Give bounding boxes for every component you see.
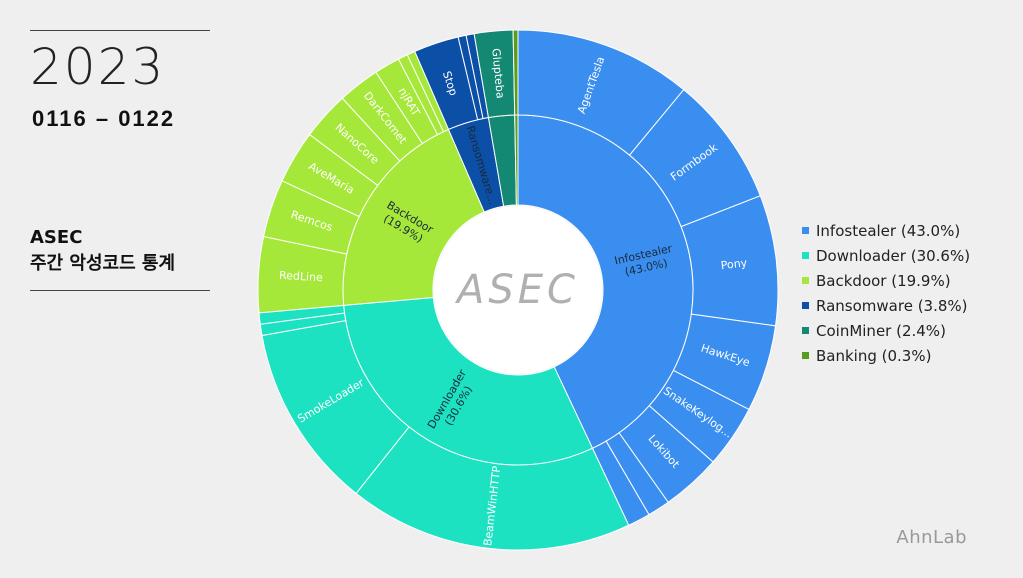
center-hole: [434, 206, 602, 374]
legend-label: CoinMiner (2.4%): [816, 321, 946, 340]
asec-center-logo: ASEC: [454, 267, 579, 313]
outer-label-glupteba: Glupteba: [489, 48, 507, 99]
legend-label: Infostealer (43.0%): [816, 221, 961, 240]
legend-item-infostealer: Infostealer (43.0%): [802, 218, 970, 243]
legend-label: Banking (0.3%): [816, 346, 932, 365]
ahnlab-logo: AhnLab: [896, 527, 967, 548]
legend-label: Ransomware (3.8%): [816, 296, 968, 315]
legend-swatch: [802, 327, 809, 334]
outer-slice-banking-other-0: [512, 29, 519, 116]
legend-label: Downloader (30.6%): [816, 246, 971, 265]
legend-swatch: [802, 277, 809, 284]
chart-legend: Infostealer (43.0%) Downloader (30.6%) Bac…: [802, 218, 970, 368]
legend-item-downloader: Downloader (30.6%): [802, 243, 970, 268]
outer-label-pony: Pony: [720, 256, 748, 272]
bottom-rule: [30, 290, 210, 291]
legend-label: Backdoor (19.9%): [816, 271, 951, 290]
report-title: ASEC 주간 악성코드 통계: [30, 225, 175, 277]
legend-swatch: [802, 252, 809, 259]
outer-label-redline: RedLine: [279, 269, 324, 285]
legend-item-coinminer: CoinMiner (2.4%): [802, 318, 970, 343]
report-title-line2: 주간 악성코드 통계: [30, 253, 176, 274]
report-year: 2023: [30, 38, 166, 96]
legend-swatch: [802, 352, 809, 359]
legend-item-banking: Banking (0.3%): [802, 343, 970, 368]
report-title-line1: ASEC: [30, 227, 83, 248]
top-rule: [30, 30, 210, 31]
legend-item-backdoor: Backdoor (19.9%): [802, 268, 970, 293]
legend-swatch: [802, 227, 809, 234]
report-date-range: 0116 – 0122: [32, 106, 176, 131]
legend-item-ransomware: Ransomware (3.8%): [802, 293, 970, 318]
legend-swatch: [802, 302, 809, 309]
